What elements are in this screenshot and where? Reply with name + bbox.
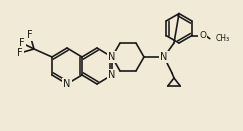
Text: F: F [19, 38, 25, 48]
Text: O: O [199, 31, 206, 40]
Text: N: N [160, 52, 168, 62]
Text: N: N [63, 79, 71, 89]
Text: N: N [108, 52, 116, 62]
Text: F: F [27, 30, 33, 40]
Text: F: F [17, 48, 23, 58]
Text: N: N [108, 70, 116, 80]
Text: CH₃: CH₃ [216, 34, 230, 43]
